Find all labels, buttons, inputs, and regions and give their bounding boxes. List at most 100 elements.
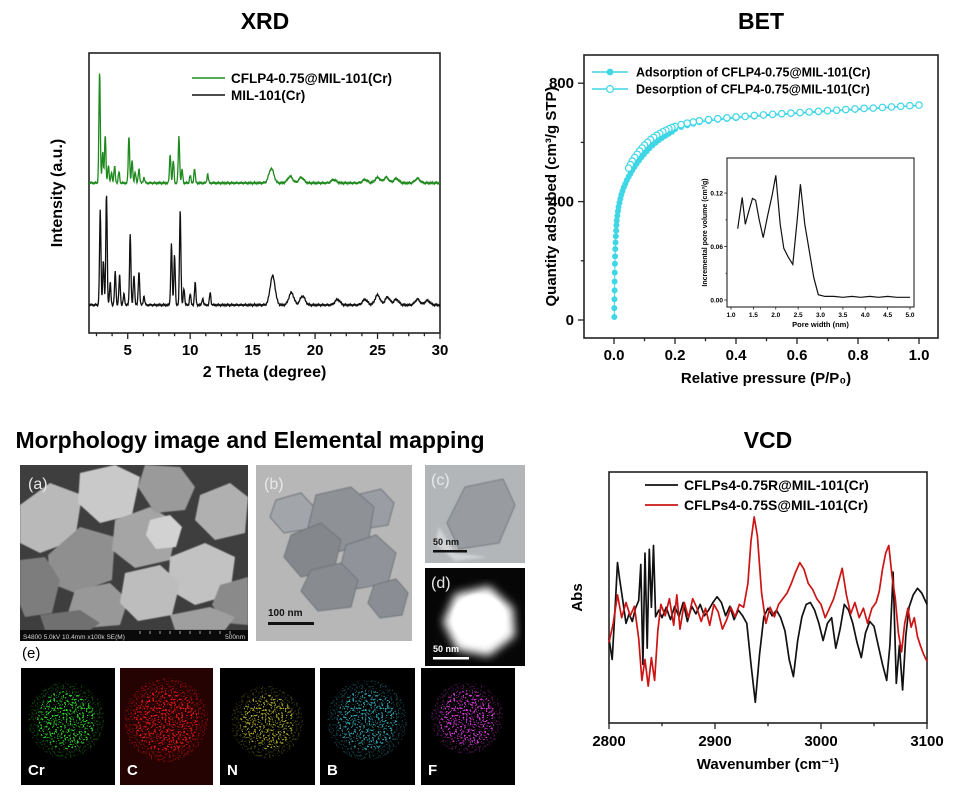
element-map-b: B <box>320 668 415 790</box>
vcd-x-tick-label: 3000 <box>804 733 837 750</box>
bet-plot-frame <box>583 54 939 339</box>
bright-particle <box>452 594 506 644</box>
bet-legend-label-1: Desorption of CFLP4-0.75@MIL-101(Cr) <box>636 83 870 97</box>
bet-adsorption-marker <box>612 239 619 246</box>
bet-x-tick-label: 0.0 <box>604 347 625 364</box>
vcd-title: VCD <box>743 427 793 453</box>
bet-adsorption-marker <box>611 269 618 276</box>
vcd-x-axis-label: Wavenumber (cm⁻¹) <box>697 756 839 773</box>
bet-adsorption-marker <box>613 227 620 234</box>
stem-d-scale-bar <box>433 657 469 660</box>
bet-desorption-marker <box>878 103 887 112</box>
stem-image-d: (d) 50 nm <box>425 568 525 671</box>
pore-inset-x-tick-label: 4.5 <box>883 312 892 319</box>
bet-x-tick-label: 0.4 <box>726 347 748 364</box>
bet-adsorption-marker <box>613 222 620 229</box>
stem-d-scale-text: 50 nm <box>433 644 459 654</box>
tem-c-scale-bar <box>433 550 467 553</box>
pore-inset-y-tick-label: 0.00 <box>710 297 723 304</box>
bet-adsorption-marker <box>613 217 620 224</box>
pore-inset-x-tick-label: 2.0 <box>771 312 780 319</box>
bet-desorption-marker <box>887 103 896 111</box>
bet-adsorption-marker <box>612 253 619 260</box>
pore-inset-x-tick-label: 3.5 <box>838 312 847 319</box>
particle-c <box>446 478 516 550</box>
panel-c-label: (c) <box>431 472 450 489</box>
bet-desorption-marker <box>741 112 749 121</box>
xrd-x-tick-label: 15 <box>244 342 261 359</box>
bet-y-tick-label: 400 <box>549 194 574 211</box>
sem-info-bar <box>20 630 248 641</box>
bet-desorption-marker <box>906 101 914 110</box>
tem-c-scale-text: 50 nm <box>433 537 459 547</box>
pore-inset-x-tick-label: 2.5 <box>794 312 803 319</box>
bet-adsorption-marker <box>614 212 621 219</box>
bet-x-tick-label: 0.6 <box>787 347 808 364</box>
bet-desorption-marker <box>896 102 905 111</box>
bet-desorption-marker <box>695 116 704 125</box>
element-symbol-b: B <box>327 762 338 779</box>
pore-inset-y-tick-label: 0.06 <box>710 244 723 251</box>
tem-b-scale-bar <box>268 622 314 625</box>
bet-desorption-marker <box>851 105 859 113</box>
bet-y-tick-label: 800 <box>549 75 574 92</box>
morphology-title: Morphology image and Elemental mapping <box>15 427 485 453</box>
xrd-y-axis-label: Intensity (a.u.) <box>49 139 66 247</box>
panel-e-label: (e) <box>22 645 41 662</box>
bet-x-tick-label: 0.2 <box>665 347 686 364</box>
element-symbol-cr: Cr <box>28 762 45 779</box>
tem-particles <box>269 486 409 619</box>
bet-desorption-marker <box>915 101 923 109</box>
element-symbol-f: F <box>428 762 437 779</box>
element-symbol-c: C <box>127 762 138 779</box>
xrd-x-tick-label: 25 <box>369 342 386 359</box>
bet-desorption-marker <box>860 104 868 113</box>
bet-y-tick-label: 0 <box>566 312 574 329</box>
bet-desorption-marker <box>704 115 713 124</box>
bet-x-axis-label: Relative pressure (P/P₀) <box>681 370 851 387</box>
element-symbol-n: N <box>227 762 238 779</box>
bet-desorption-marker <box>841 105 850 114</box>
pore-inset-x-tick-label: 1.5 <box>749 312 758 319</box>
xrd-chart: 5 10 15 20 25 30 2 Theta (degree) Intensity (a.… <box>20 42 490 387</box>
vcd-chart: 2800 2900 3000 3100 Wavenumber (cm⁻¹) Abs CFLP… <box>560 455 957 800</box>
pore-inset-frame <box>726 157 915 308</box>
bet-legend-marker-1 <box>605 84 614 93</box>
vcd-x-tick-label: 2800 <box>592 733 625 750</box>
element-map-c: C <box>120 668 213 790</box>
panel-b-label: (b) <box>264 476 284 493</box>
xrd-x-axis-label: 2 Theta (degree) <box>203 364 327 381</box>
bet-adsorption-marker <box>612 245 619 252</box>
bet-desorption-marker <box>777 109 786 118</box>
bet-adsorption-marker <box>611 296 618 303</box>
element-map-f: F <box>421 668 515 790</box>
bet-desorption-marker <box>832 106 841 114</box>
tem-b-scale-text: 100 nm <box>268 608 303 619</box>
bet-adsorption-marker <box>611 260 618 267</box>
bet-desorption-marker <box>869 104 878 112</box>
bet-desorption-marker <box>805 108 814 116</box>
bet-legend-label-0: Adsorption of CFLP4-0.75@MIL-101(Cr) <box>636 66 870 80</box>
pore-inset-curve <box>737 175 910 298</box>
panel-d-label: (d) <box>431 575 451 592</box>
bet-x-tick-label: 0.8 <box>848 347 869 364</box>
xrd-x-tick-label: 20 <box>307 342 324 359</box>
bet-desorption-marker <box>732 113 740 121</box>
bet-desorption-marker <box>759 111 768 119</box>
panel-a-label: (a) <box>28 476 48 493</box>
bet-legend-marker-0 <box>606 68 614 76</box>
vcd-x-tick-label: 2900 <box>698 733 731 750</box>
pore-inset-x-axis-label: Pore width (nm) <box>792 320 849 329</box>
bet-title: BET <box>738 8 784 34</box>
bet-x-tick-label: 1.0 <box>909 347 930 364</box>
bet-adsorption-marker <box>611 314 618 321</box>
bet-desorption-marker <box>750 111 759 120</box>
sem-ruler-ticks <box>139 631 231 634</box>
pore-inset-x-tick-label: 3.0 <box>816 312 825 319</box>
bet-desorption-marker <box>768 110 777 119</box>
bet-adsorption-marker <box>611 278 618 285</box>
vcd-trace-0 <box>608 544 928 704</box>
element-map-n: N <box>220 668 315 790</box>
vcd-legend-label-1: CFLPs4-0.75S@MIL-101(Cr) <box>684 497 868 513</box>
tem-image-c: (c) 50 nm <box>425 465 525 568</box>
